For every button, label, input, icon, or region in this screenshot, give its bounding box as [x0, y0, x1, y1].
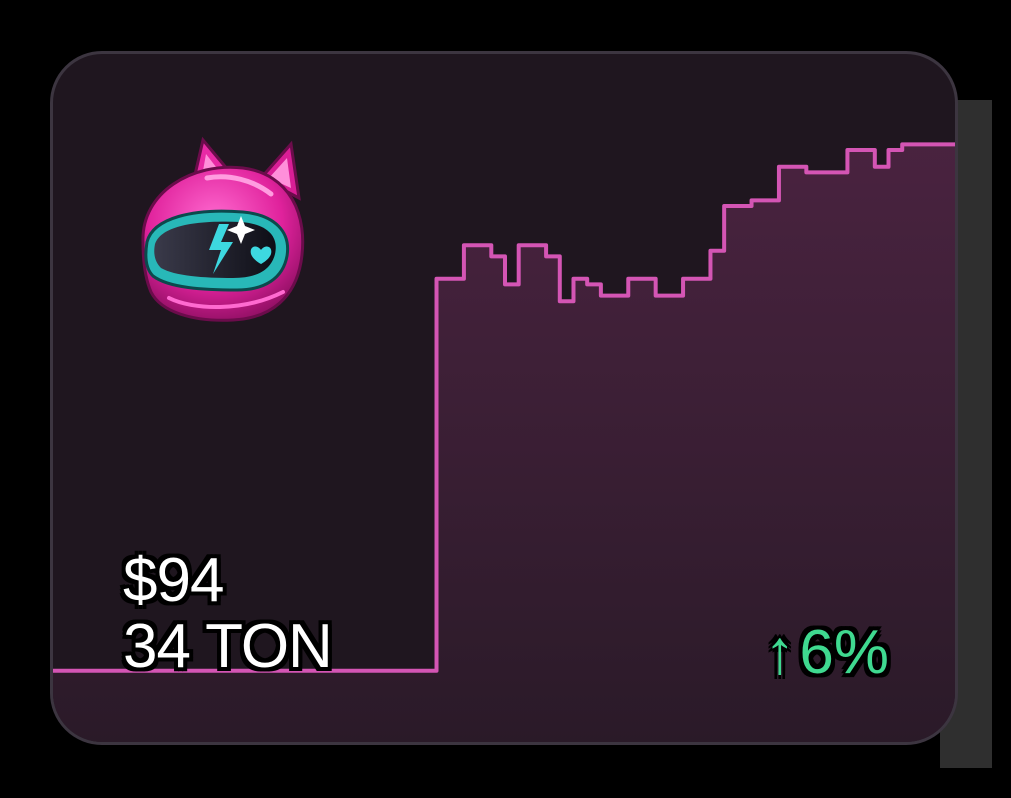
change-percent: 6%: [799, 618, 889, 687]
chart-series-line: [53, 133, 955, 673]
price-usd: $94: [123, 546, 224, 615]
price-change: ↑ 6%: [764, 620, 889, 686]
price-history-chart: [53, 133, 955, 742]
chart-area-fill: [53, 144, 955, 742]
price-block: $94 34 TON: [123, 546, 333, 681]
nft-price-card[interactable]: $94 34 TON ↑ 6%: [50, 51, 958, 745]
up-arrow-icon: ↑: [764, 618, 796, 687]
price-ton: 34 TON: [123, 612, 333, 681]
pink-cat-ear-helmet-icon: [133, 132, 313, 332]
